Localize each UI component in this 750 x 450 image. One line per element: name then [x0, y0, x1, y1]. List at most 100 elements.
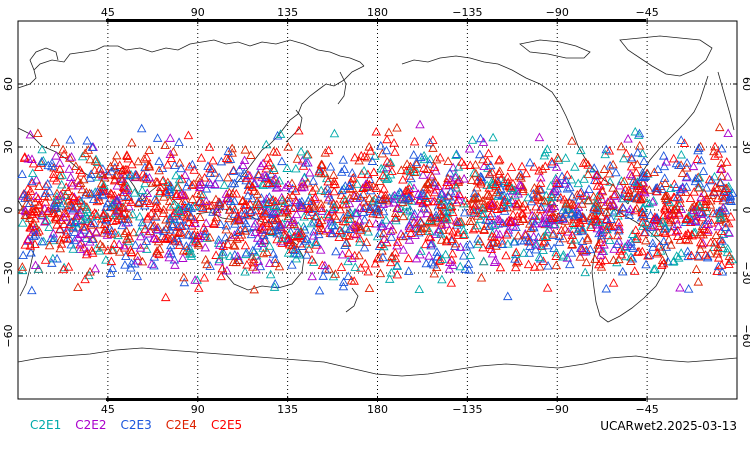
- observation-triangle: [510, 236, 520, 246]
- observation-triangle: [283, 142, 293, 151]
- observation-triangle: [69, 193, 79, 203]
- observation-triangle: [437, 195, 447, 204]
- observation-triangle: [260, 235, 271, 244]
- observation-triangle: [441, 234, 452, 244]
- observation-triangle: [299, 182, 310, 191]
- observation-triangle: [408, 150, 419, 159]
- observation-triangle: [720, 222, 731, 232]
- observation-triangle: [626, 256, 636, 265]
- observation-triangle: [712, 266, 722, 275]
- observation-triangle: [323, 176, 333, 186]
- observation-triangle: [369, 167, 379, 176]
- observation-triangle: [252, 240, 263, 250]
- observation-triangle: [334, 232, 344, 241]
- observation-triangle: [365, 204, 375, 214]
- observation-triangle: [95, 169, 106, 178]
- observation-triangle: [65, 153, 75, 162]
- observation-triangle: [75, 228, 85, 238]
- observation-triangle: [664, 197, 675, 206]
- observation-triangle: [21, 210, 32, 219]
- observation-triangle: [206, 200, 217, 210]
- observation-triangle: [234, 164, 245, 174]
- observation-triangle: [229, 178, 240, 188]
- observation-triangle: [568, 218, 578, 227]
- observation-triangle: [541, 217, 552, 227]
- observation-triangle: [629, 266, 640, 275]
- observation-triangle: [329, 128, 340, 138]
- observation-triangle: [80, 221, 90, 231]
- observation-triangle: [25, 241, 36, 250]
- observation-triangle: [512, 211, 523, 220]
- observation-triangle: [401, 230, 411, 240]
- observation-triangle: [567, 239, 578, 248]
- observation-triangle: [472, 220, 482, 230]
- observation-triangle: [700, 202, 711, 212]
- observation-triangle: [264, 178, 274, 188]
- observation-triangle: [331, 246, 341, 256]
- observation-triangle: [92, 196, 103, 206]
- observation-triangle: [293, 226, 303, 235]
- observation-triangle: [518, 186, 528, 196]
- observation-triangle: [316, 199, 326, 208]
- observation-triangle: [194, 197, 205, 206]
- observation-triangle: [384, 127, 394, 137]
- observation-triangle: [93, 172, 104, 181]
- observation-triangle: [442, 177, 452, 187]
- observation-triangle: [223, 154, 234, 164]
- observation-triangle: [681, 182, 692, 191]
- observation-triangle: [160, 292, 171, 302]
- observation-triangle: [370, 258, 381, 268]
- observation-triangle: [445, 199, 455, 209]
- observation-triangle: [428, 177, 439, 187]
- observation-triangle: [394, 187, 405, 196]
- observation-triangle: [653, 164, 663, 174]
- observation-triangle: [692, 250, 703, 260]
- observation-triangle: [221, 220, 232, 230]
- coastline-kamchatka: [337, 71, 347, 105]
- observation-triangle: [268, 249, 279, 258]
- observation-triangle: [592, 175, 602, 185]
- observation-triangle: [594, 228, 604, 238]
- observation-triangle: [478, 209, 489, 218]
- observation-triangle: [123, 153, 133, 163]
- observation-triangle: [76, 198, 86, 207]
- observation-triangle: [507, 216, 517, 226]
- observation-triangle: [68, 244, 78, 253]
- observation-triangle: [293, 221, 304, 230]
- observation-triangle: [173, 228, 184, 237]
- observation-triangle: [48, 169, 59, 178]
- observation-triangle: [567, 207, 578, 217]
- observation-triangle: [406, 210, 416, 220]
- observation-triangle: [528, 231, 539, 241]
- observation-triangle: [560, 153, 571, 162]
- observation-triangle: [92, 211, 102, 220]
- observation-triangle: [249, 284, 260, 294]
- observation-triangle: [667, 208, 678, 218]
- observation-triangle: [194, 283, 204, 292]
- observation-triangle: [355, 221, 366, 231]
- observation-triangle: [630, 225, 641, 234]
- observation-triangle: [240, 266, 250, 276]
- observation-triangle: [182, 212, 192, 222]
- observation-triangle: [378, 228, 389, 238]
- observation-triangle: [485, 198, 496, 207]
- observation-triangle: [680, 230, 691, 240]
- observation-triangle: [713, 183, 723, 193]
- observation-triangle: [594, 217, 605, 226]
- observation-triangle: [102, 230, 113, 239]
- observation-triangle: [47, 258, 57, 267]
- top-longitude-labels: 45 90 135 180 −135 −90 −45: [101, 6, 659, 19]
- observation-triangle: [695, 227, 706, 237]
- observation-triangle: [277, 238, 287, 247]
- observation-triangle: [122, 181, 133, 191]
- observation-triangle: [239, 200, 250, 210]
- observation-triangle: [151, 196, 162, 205]
- legend-item-c2e2: C2E2: [75, 418, 107, 432]
- observation-triangle: [177, 230, 188, 239]
- observation-triangle: [726, 196, 736, 205]
- observation-triangle: [653, 227, 663, 237]
- observation-triangle: [347, 183, 358, 193]
- observation-triangle: [68, 203, 79, 213]
- observation-triangle: [79, 242, 89, 252]
- observation-triangle: [271, 147, 282, 156]
